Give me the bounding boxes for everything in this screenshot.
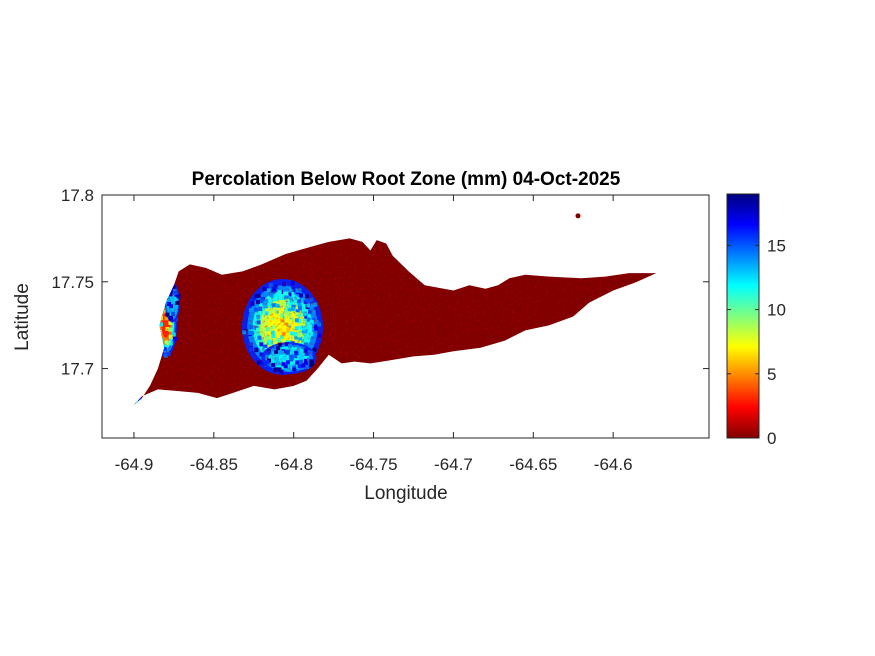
chart-title: Percolation Below Root Zone (mm) 04-Oct-… [192,169,621,190]
x-axis-ticks: -64.9 -64.85 -64.8 -64.75 -64.7 -64.65 -64.6 [115,195,633,474]
x-axis-label: Longitude [364,483,447,504]
colorbar: 0 5 10 15 [726,193,786,448]
y-axis-ticks: 17.7 17.75 17.8 [51,186,709,379]
colorbar-tick-label: 0 [767,429,776,448]
colorbar-tick-label: 5 [767,365,776,384]
y-tick-label: 17.75 [51,273,94,292]
y-tick-label: 17.8 [61,186,94,205]
colorbar-gradient [726,193,760,439]
x-tick-label: -64.6 [594,455,633,474]
y-tick-label: 17.7 [61,360,94,379]
colorbar-tick-label: 10 [767,301,786,320]
colorbar-tick-label: 15 [767,236,786,255]
y-axis-label: Latitude [12,283,33,351]
x-tick-label: -64.75 [349,455,397,474]
x-tick-label: -64.7 [434,455,473,474]
plot-area: -64.9 -64.85 -64.8 -64.75 -64.7 -64.65 -64.6 1… [51,186,710,474]
x-tick-label: -64.85 [190,455,238,474]
islet-shape [575,213,581,219]
x-tick-label: -64.65 [509,455,557,474]
x-tick-label: -64.8 [274,455,313,474]
x-tick-label: -64.9 [115,455,154,474]
colorbar-ticks: 0 5 10 15 [727,236,786,448]
